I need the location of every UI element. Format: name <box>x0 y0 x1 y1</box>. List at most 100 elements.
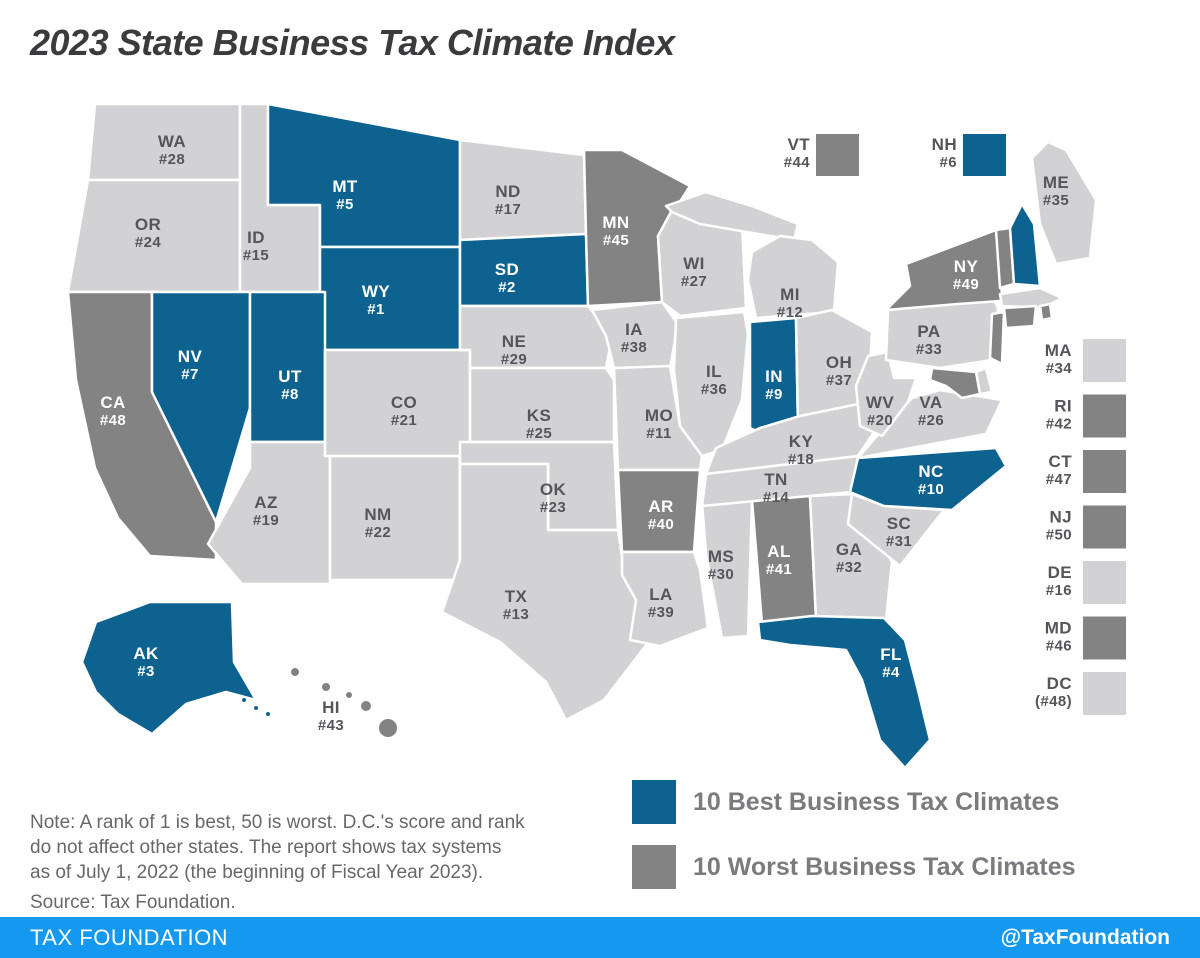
state-label-VA: VA #26 <box>918 393 944 429</box>
state-label-WY: WY #1 <box>362 282 390 318</box>
state-label-NM: NM #22 <box>364 505 391 541</box>
state-NH <box>1008 202 1042 288</box>
callout-swatch-NH <box>963 134 1006 176</box>
state-label-ID: ID #15 <box>243 228 269 264</box>
state-WV <box>854 350 918 438</box>
state-MI <box>746 234 840 320</box>
state-label-TX: TX #13 <box>503 587 529 623</box>
state-MA <box>998 286 1064 310</box>
state-HI-island <box>346 692 352 698</box>
state-label-OR: OR #24 <box>135 215 162 251</box>
side-swatch-NJ <box>1083 505 1126 549</box>
state-label-AZ: AZ #19 <box>253 493 279 529</box>
state-AK <box>80 600 258 736</box>
footnote-line: as of July 1, 2022 (the beginning of Fis… <box>30 862 484 883</box>
side-label-DC: DC (#48) <box>1035 674 1072 710</box>
legend-label-best: 10 Best Business Tax Climates <box>693 787 1060 816</box>
state-label-KY: KY #18 <box>788 432 814 468</box>
footnote-line: do not affect other states. The report s… <box>30 837 502 858</box>
state-ND <box>458 138 588 242</box>
state-NM <box>328 454 462 582</box>
state-label-AR: AR #40 <box>648 497 674 533</box>
state-label-TN: TN #14 <box>763 470 789 506</box>
state-label-PA: PA #33 <box>916 322 942 358</box>
state-label-GA: GA #32 <box>836 540 862 576</box>
state-label-KS: KS #25 <box>526 406 552 442</box>
side-label-MA: MA #34 <box>1045 341 1073 377</box>
state-AK-island <box>254 706 258 710</box>
state-label-NE: NE #29 <box>501 332 527 368</box>
side-swatch-MD <box>1083 616 1126 660</box>
state-NJ <box>988 310 1006 366</box>
state-TX <box>440 462 652 722</box>
side-label-NJ: NJ #50 <box>1046 508 1072 544</box>
state-label-CA: CA #48 <box>100 393 126 429</box>
state-label-UT: UT #8 <box>278 367 302 403</box>
source-line: Source: Tax Foundation. <box>30 892 236 913</box>
side-label-CT: CT #47 <box>1046 452 1072 488</box>
state-MD <box>928 366 982 400</box>
side-label-DE: DE #16 <box>1046 563 1072 599</box>
legend-item-best: 10 Best Business Tax Climates <box>632 780 1059 824</box>
callout-swatch-VT <box>816 134 859 176</box>
state-HI-island <box>379 719 397 737</box>
state-SD <box>458 232 590 308</box>
side-label-RI: RI #42 <box>1046 397 1072 433</box>
side-label-MD: MD #46 <box>1045 619 1072 655</box>
state-label-ME: ME #35 <box>1043 173 1069 209</box>
legend-label-worst: 10 Worst Business Tax Climates <box>693 852 1076 881</box>
state-label-NC: NC #10 <box>918 462 944 498</box>
state-VA <box>856 388 1004 460</box>
state-NV <box>150 290 252 524</box>
state-label-LA: LA #39 <box>648 585 674 621</box>
state-CT <box>1002 304 1038 330</box>
legend-swatch-best-icon <box>632 780 676 824</box>
callout-label-VT: VT #44 <box>784 135 810 171</box>
legend-item-worst: 10 Worst Business Tax Climates <box>632 845 1076 889</box>
state-label-FL: FL #4 <box>880 645 902 681</box>
state-ME <box>1030 140 1098 266</box>
state-label-AK: AK #3 <box>133 644 159 680</box>
footnote: Note: A rank of 1 is best, 50 is worst. … <box>30 810 525 915</box>
state-LA <box>620 550 710 648</box>
side-swatch-CT <box>1083 450 1126 493</box>
state-label-MN: MN #45 <box>602 213 629 249</box>
state-label-OK: OK #23 <box>540 480 567 516</box>
state-label-SD: SD #2 <box>495 260 519 296</box>
state-FL <box>756 614 932 770</box>
side-swatch-RI <box>1083 394 1126 438</box>
state-label-WA: WA #28 <box>158 132 186 168</box>
side-swatch-MA <box>1083 339 1126 382</box>
state-KS <box>468 366 616 444</box>
state-label-NV: NV #7 <box>178 347 203 383</box>
state-HI-island <box>291 668 299 676</box>
state-KY <box>704 400 884 476</box>
state-label-OH: OH #37 <box>826 353 852 389</box>
state-label-IL: IL #36 <box>701 362 727 398</box>
callout-label-NH: NH #6 <box>932 135 957 171</box>
state-RI <box>1038 302 1054 322</box>
state-label-SC: SC #31 <box>886 514 912 550</box>
page-title: 2023 State Business Tax Climate Index <box>30 22 675 63</box>
state-label-IN: IN #9 <box>765 367 783 403</box>
state-label-MO: MO #11 <box>645 406 673 442</box>
state-AK-island <box>242 698 246 702</box>
footnote-line: Note: A rank of 1 is best, 50 is worst. … <box>30 812 525 833</box>
state-label-NY: NY #49 <box>953 257 979 293</box>
side-swatch-DC <box>1083 672 1126 715</box>
state-label-WI: WI #27 <box>681 254 707 290</box>
side-swatch-DE <box>1083 561 1126 604</box>
state-HI-island <box>361 701 371 711</box>
state-label-MT: MT #5 <box>332 177 358 213</box>
state-label-MS: MS #30 <box>708 547 734 583</box>
state-label-AL: AL #41 <box>766 542 792 578</box>
state-label-IA: IA #38 <box>621 320 647 356</box>
social-handle: @TaxFoundation <box>1000 925 1170 949</box>
state-HI-island <box>322 683 330 691</box>
state-NE <box>458 304 614 370</box>
footer-bar: TAX FOUNDATION @TaxFoundation <box>0 917 1200 958</box>
state-label-ND: ND #17 <box>495 182 521 218</box>
state-label-CO: CO #21 <box>391 393 417 429</box>
